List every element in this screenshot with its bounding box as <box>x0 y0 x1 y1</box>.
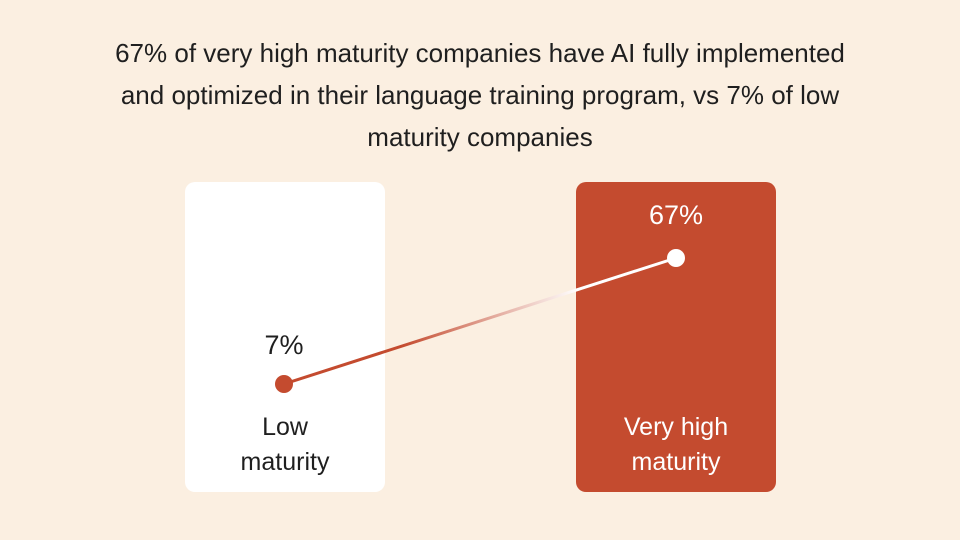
connector-line <box>283 256 677 386</box>
data-label-very-high-maturity: 67% <box>648 200 704 230</box>
category-label-line: Low <box>262 413 308 441</box>
category-label-low-maturity: Low maturity <box>185 410 385 480</box>
data-label-low-maturity: 7% <box>264 330 304 360</box>
category-card-very-high-maturity <box>576 182 776 492</box>
category-label-line: maturity <box>631 448 721 476</box>
category-label-line: maturity <box>240 448 330 476</box>
data-point-low-maturity <box>275 375 293 393</box>
data-point-very-high-maturity <box>667 249 685 267</box>
category-card-low-maturity <box>185 182 385 492</box>
chart-title: 67% of very high maturity companies have… <box>115 38 845 152</box>
category-label-very-high-maturity: Very high maturity <box>576 410 776 480</box>
category-label-line: Very high <box>623 413 729 441</box>
